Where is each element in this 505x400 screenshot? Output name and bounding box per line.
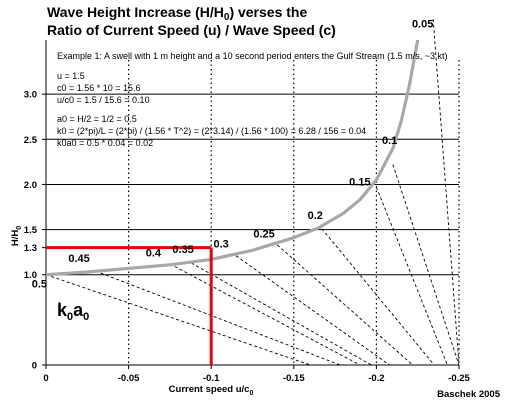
curve-label: 0.1 [382,135,397,147]
y-tick-label: 2.0 [24,180,37,191]
x-tick-label: -0.25 [448,373,470,384]
x-axis-label: Current speed u/c0 [169,384,254,397]
dashed-series-line [169,263,361,366]
dashed-series-line [191,262,372,366]
dashed-series-line [392,164,460,366]
example-box: Example 1: A swell with 1 m height and a… [57,51,447,148]
chart-title: Wave Height Increase (H/H0) verses the R… [47,4,336,38]
curve-label: 0.4 [146,248,162,260]
y-tick-label: 1.5 [24,225,38,236]
dashed-series-line [375,187,448,366]
dashed-series-line [45,274,311,366]
example-line: Example 1: A swell with 1 m height and a… [57,51,447,61]
x-tick-label: -0.2 [368,373,384,384]
svg-text:H/H0: H/H0 [10,226,23,246]
example-line: u/c0 = 1.5 / 15.6 = 0.10 [57,95,150,105]
x-tick-label: -0.15 [283,373,305,384]
curve-label: 0.2 [308,210,323,222]
example-line: k0a0 = 0.5 * 0.04 = 0.02 [57,138,153,148]
y-tick-label: 0 [32,361,37,372]
k0a0-label: k0a0 [57,300,89,323]
example-line: c0 = 1.56 * 10 = 15.6 [57,83,141,93]
x-tick-label: -0.1 [203,373,220,384]
dashed-series-line [321,228,435,366]
dashed-series-line [277,244,413,366]
y-tick-label: 2.5 [24,135,38,146]
plot-area: 0 1.0 1.3 1.5 2.0 2.5 3.0 0 -0.05 -0.1 -0.15 -0.2 -0… [24,18,471,384]
title-line-1: Wave Height Increase (H/H0) verses the [47,4,307,23]
example-line: u = 1.5 [57,71,85,81]
curve-label: 0.35 [172,244,193,256]
dashed-series-line [432,19,460,366]
credit: Baschek 2005 [437,389,501,400]
curve-label: 0.15 [349,176,370,188]
curve-label: 0.25 [253,229,274,241]
title-line-2: Ratio of Current Speed (u) / Wave Speed … [47,22,336,38]
x-tick-label: 0 [43,373,48,384]
curve-label: 0.05 [412,18,433,30]
example-line: k0 = (2*pi)/L = (2*pi) / (1.56 * T^2) = … [57,126,366,136]
main-curve [46,40,420,277]
y-axis-label: H/H0 [10,226,23,246]
y-tick-label: 3.0 [24,90,37,101]
x-tick-label: -0.05 [118,373,140,384]
curve-label: 0.3 [213,239,228,251]
curve-label: 0.45 [68,253,89,265]
dashed-series-line [235,255,390,366]
y-tick-label: 1.0 [24,270,37,281]
curve-label: 0.5 [32,278,47,290]
y-tick-label: 1.3 [24,243,37,254]
example-line: a0 = H/2 = 1/2 = 0.5 [57,114,137,124]
dashed-series-line [95,270,341,366]
